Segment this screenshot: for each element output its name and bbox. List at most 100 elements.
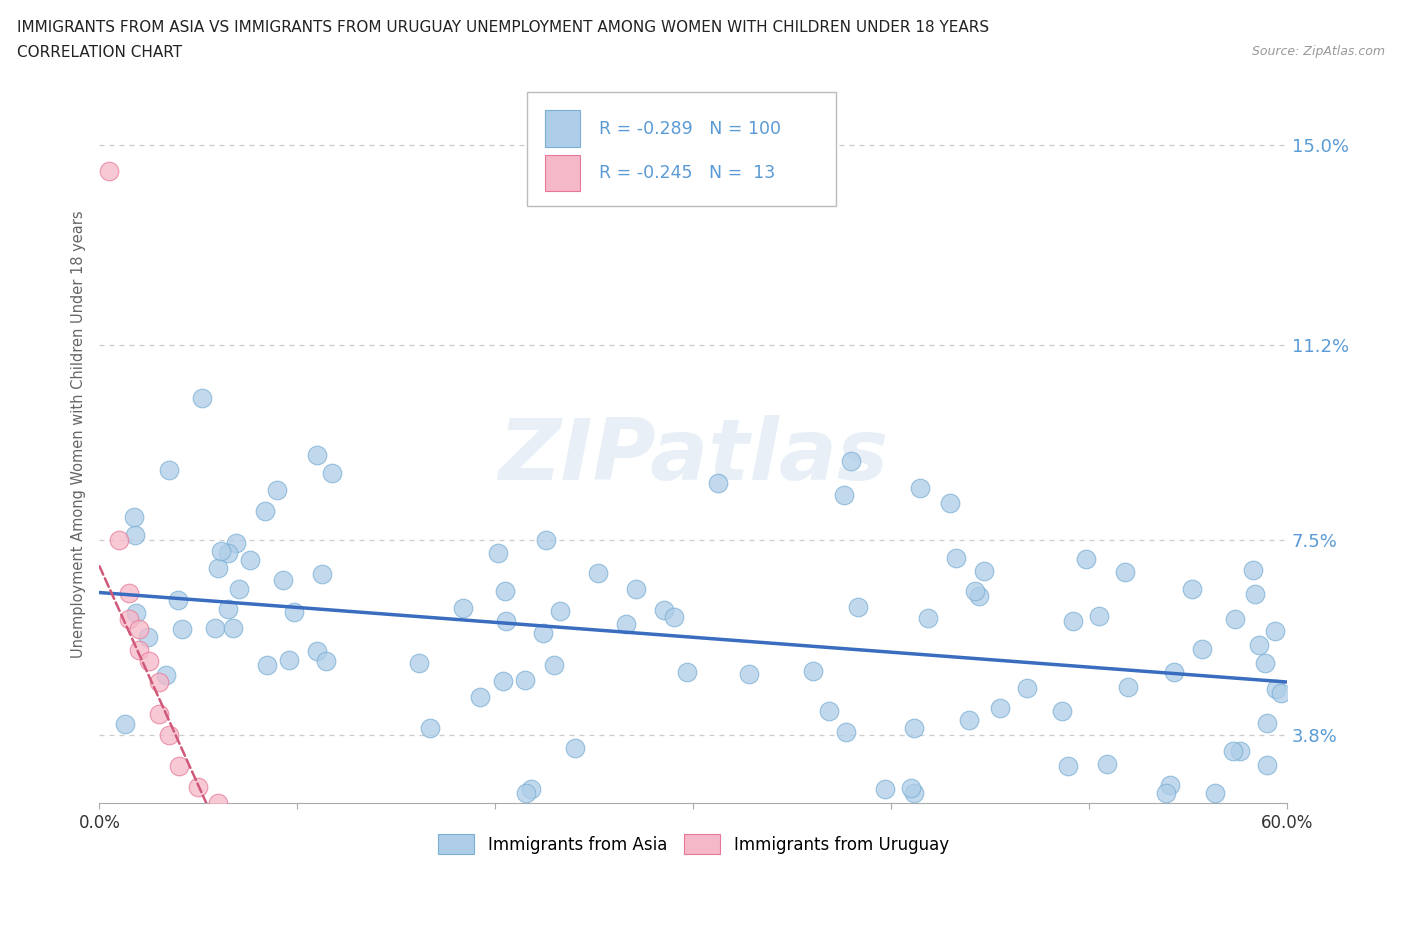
Point [209,544,232,559]
Point [1241,563,1264,578]
Point [225,536,247,551]
Point [903,785,925,800]
Point [239,553,262,568]
Point [307,644,329,658]
Point [846,600,869,615]
Point [543,658,565,672]
Point [1154,785,1177,800]
Point [204,620,226,635]
Point [191,391,214,405]
Point [534,533,557,548]
Point [148,706,170,721]
Point [624,582,647,597]
Point [278,652,301,667]
Point [128,622,150,637]
Point [451,601,474,616]
Point [253,503,276,518]
Point [564,740,586,755]
Point [817,704,839,719]
Point [207,561,229,576]
Point [939,496,962,511]
Point [1015,680,1038,695]
Point [550,604,572,618]
Point [321,466,343,481]
Point [945,551,967,565]
Point [128,643,150,658]
Point [408,656,430,671]
Point [1256,716,1278,731]
Point [266,483,288,498]
Bar [544,111,581,147]
Point [1204,785,1226,800]
Point [973,564,995,578]
Point [801,663,824,678]
Point [311,566,333,581]
Point [707,475,730,490]
Point [738,667,761,682]
Point [903,720,925,735]
Point [900,780,922,795]
Point [1062,614,1084,629]
Point [1191,642,1213,657]
Point [170,622,193,637]
Point [167,759,190,774]
Y-axis label: Unemployment Among Women with Children Under 18 years: Unemployment Among Women with Children U… [72,211,86,658]
Bar [544,154,581,192]
Point [513,672,536,687]
Point [136,630,159,644]
FancyBboxPatch shape [527,92,835,206]
Text: R = -0.245   N =  13: R = -0.245 N = 13 [599,164,776,182]
Point [520,781,543,796]
Point [967,589,990,604]
Point [1159,777,1181,792]
Point [157,463,180,478]
Point [1074,551,1097,566]
Point [988,700,1011,715]
Text: Source: ZipAtlas.com: Source: ZipAtlas.com [1251,45,1385,58]
Point [965,583,987,598]
Point [1247,638,1270,653]
Point [187,780,209,795]
Point [125,605,148,620]
Point [1254,656,1277,671]
Point [307,447,329,462]
Point [832,488,855,503]
Point [148,674,170,689]
Point [1114,565,1136,579]
Point [166,592,188,607]
Point [1163,665,1185,680]
Point [98,164,121,179]
Point [283,604,305,619]
Point [155,668,177,683]
Point [1229,744,1251,759]
Point [1223,611,1246,626]
Point [157,727,180,742]
Point [315,653,337,668]
Point [217,546,239,561]
Point [664,610,686,625]
Point [217,602,239,617]
Point [1263,623,1285,638]
Point [675,664,697,679]
Point [835,724,858,739]
Point [118,585,141,600]
Point [468,689,491,704]
Point [122,510,145,525]
Point [910,481,932,496]
Point [1056,759,1078,774]
Point [256,658,278,673]
Point [875,782,897,797]
Point [124,527,146,542]
Point [1116,680,1139,695]
Point [614,617,637,631]
Point [228,581,250,596]
Point [222,621,245,636]
Point [492,673,515,688]
Point [917,611,939,626]
Point [1243,587,1265,602]
Point [652,603,675,618]
Point [495,583,517,598]
Point [138,654,160,669]
Point [1052,704,1074,719]
Point [495,614,517,629]
